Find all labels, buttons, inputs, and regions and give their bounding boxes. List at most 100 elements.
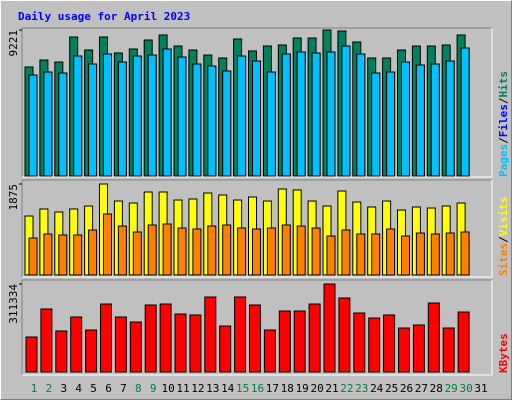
bar: [338, 297, 351, 373]
bar: [263, 329, 276, 373]
bar: [371, 72, 381, 177]
y-tick-label: 311334: [7, 284, 20, 324]
x-tick-label: 13: [206, 382, 219, 395]
bar: [356, 233, 366, 276]
bar: [43, 71, 53, 177]
x-tick-label: 22: [340, 382, 353, 395]
bar: [311, 52, 321, 177]
x-tick-label: 6: [105, 382, 112, 395]
bar: [427, 302, 440, 373]
bar: [85, 329, 98, 373]
bar: [117, 225, 127, 276]
bar: [147, 224, 157, 276]
panel-edge-light: [22, 180, 493, 278]
bar: [353, 312, 366, 373]
bar: [383, 314, 396, 373]
bar: [460, 47, 470, 177]
x-tick-label: 16: [251, 382, 264, 395]
bar: [88, 229, 98, 276]
legend: Pages/Files/Hits: [497, 71, 510, 177]
legend-entry: Pages: [497, 144, 510, 177]
bar: [326, 51, 336, 177]
bar: [460, 231, 470, 276]
legend-entry: Files: [497, 104, 510, 137]
bar: [249, 304, 261, 373]
bar: [174, 313, 187, 373]
x-tick-label: 8: [135, 382, 142, 395]
x-tick-label: 11: [176, 382, 189, 395]
bar: [237, 55, 247, 177]
x-tick-label: 28: [430, 382, 443, 395]
bar: [162, 48, 172, 177]
bar: [73, 234, 83, 276]
bar: [219, 325, 232, 373]
x-tick-label: 20: [310, 382, 323, 395]
bar: [311, 227, 321, 276]
bar: [132, 55, 142, 177]
bar: [445, 60, 455, 177]
y-tick-label: 9221: [7, 30, 20, 57]
bar: [73, 55, 83, 177]
bar: [162, 223, 172, 276]
bar: [58, 72, 68, 177]
x-tick-label: 2: [46, 382, 53, 395]
x-tick-label: 29: [445, 382, 458, 395]
legend-entry: Visits: [497, 197, 510, 237]
panel-edge-dark: [21, 179, 492, 277]
x-tick-label: 21: [325, 382, 338, 395]
bar: [445, 232, 455, 276]
x-tick-label: 4: [75, 382, 82, 395]
panel-edge-dark: [21, 279, 492, 375]
x-tick-label: 3: [60, 382, 67, 395]
x-tick-label: 25: [385, 382, 398, 395]
bar: [58, 234, 68, 276]
x-tick-label: 12: [191, 382, 204, 395]
bar: [222, 224, 232, 276]
bar: [415, 232, 425, 276]
bar: [25, 336, 38, 373]
bar: [415, 64, 425, 177]
bar: [40, 308, 53, 373]
bar: [189, 314, 202, 373]
legend-entry: Sites: [497, 243, 510, 276]
bar: [386, 228, 396, 276]
bar: [147, 54, 157, 177]
legend-entry: KBytes: [497, 333, 510, 373]
bar: [266, 71, 276, 177]
bar: [237, 227, 247, 276]
x-tick-label: 17: [266, 382, 279, 395]
panel-edge-dark: [21, 27, 492, 177]
x-tick-label: 23: [355, 382, 368, 395]
bar: [266, 227, 276, 276]
bar: [341, 45, 351, 177]
bar: [326, 235, 336, 276]
bar: [296, 51, 306, 177]
legend: Sites/Visits: [497, 197, 510, 277]
x-tick-label: 24: [370, 382, 384, 395]
x-tick-label: 14: [221, 382, 235, 395]
bar: [356, 53, 366, 177]
bar: [401, 235, 410, 276]
panel-edge-light: [22, 280, 493, 376]
bar: [207, 225, 217, 276]
bar: [281, 53, 291, 177]
bar: [252, 60, 261, 177]
bar: [117, 61, 127, 177]
bar: [293, 310, 306, 373]
bar: [412, 324, 425, 373]
panel-edge-light: [22, 28, 493, 178]
bar: [159, 303, 172, 373]
bar: [457, 311, 470, 373]
bar: [234, 296, 247, 373]
x-tick-label: 30: [459, 382, 472, 395]
bar: [144, 304, 157, 373]
bar: [386, 71, 396, 177]
x-tick-label: 5: [90, 382, 97, 395]
bar: [177, 56, 187, 177]
bar: [28, 237, 38, 276]
bar: [177, 227, 187, 276]
bar: [43, 233, 53, 276]
bar: [371, 233, 381, 276]
bar: [100, 303, 112, 373]
